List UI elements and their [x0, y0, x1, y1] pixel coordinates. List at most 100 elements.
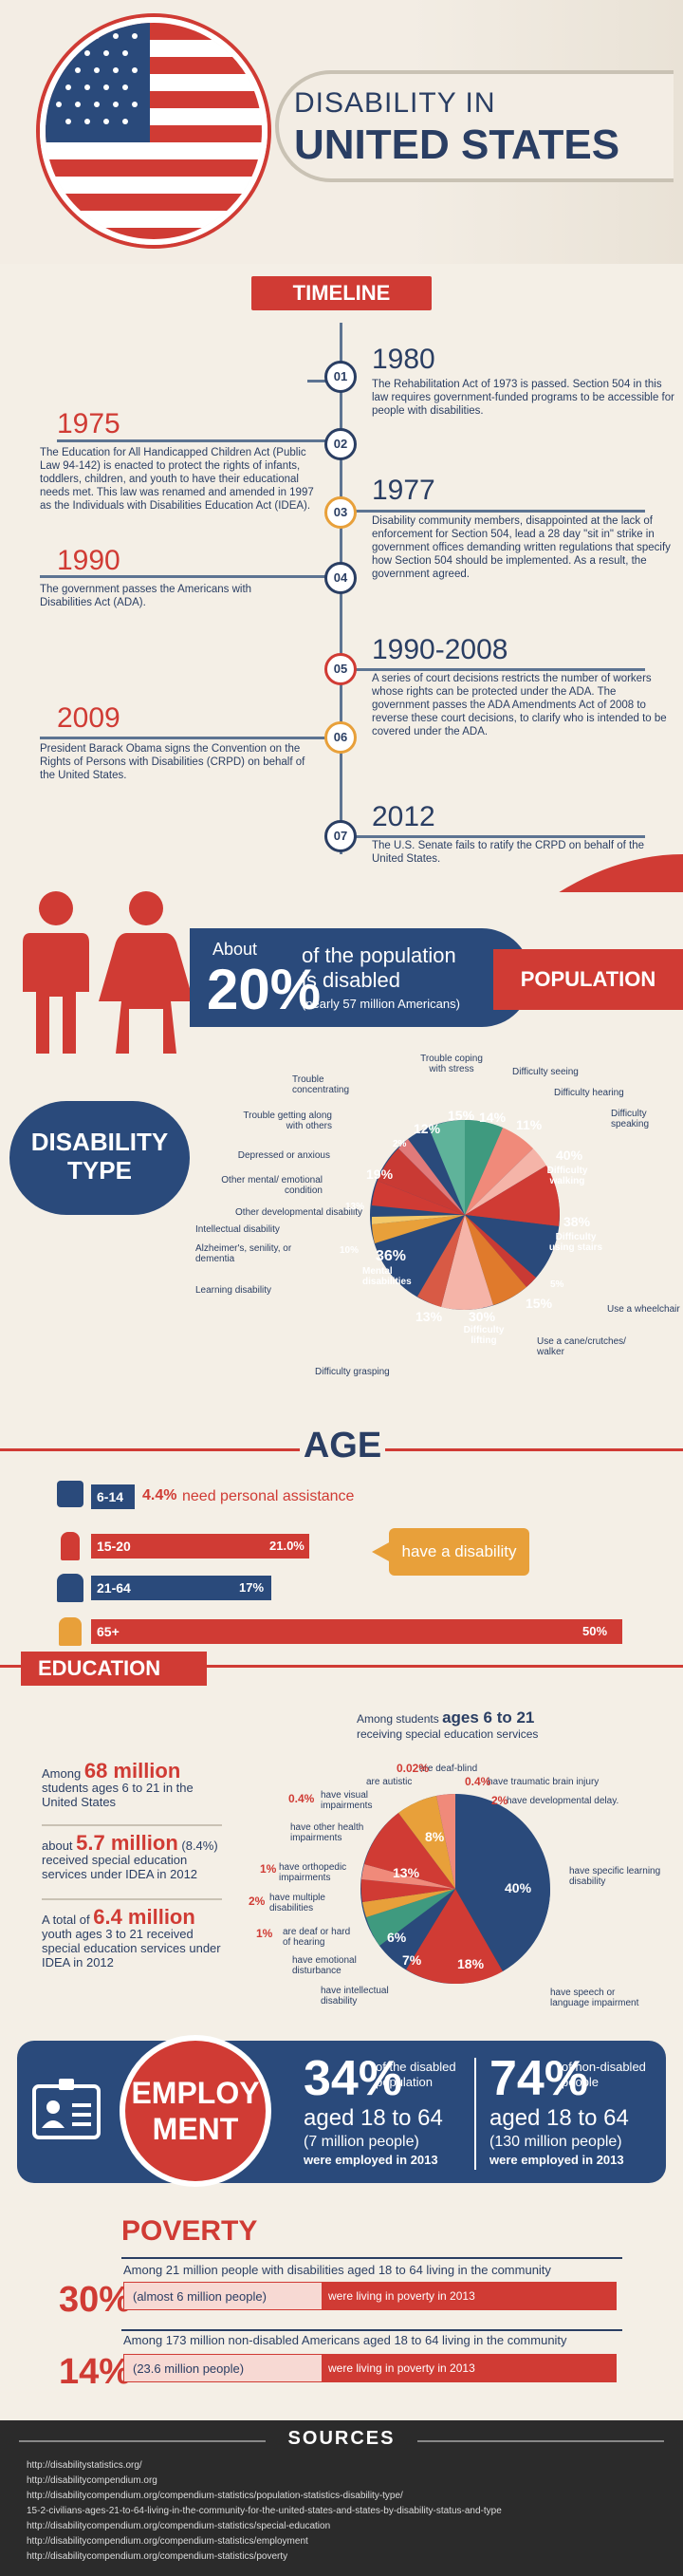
- timeline-node: 04: [324, 562, 357, 594]
- employment-label1: EMPLOY: [131, 2076, 260, 2110]
- pie-label: Trouble coping with stress: [420, 1054, 483, 1074]
- population-label: POPULATION: [493, 949, 683, 1010]
- education-stat2: about 5.7 million (8.4%) received specia…: [42, 1833, 231, 1882]
- edu-pie-label: have specific learning disability: [569, 1866, 661, 1887]
- sources-section: [0, 2420, 683, 2576]
- timeline-connector: [342, 668, 645, 671]
- timeline-year: 1975: [57, 408, 120, 439]
- age-bar: [91, 1484, 135, 1509]
- edu-pie-label: have traumatic brain injury: [488, 1777, 600, 1787]
- age-pct: 21.0%: [269, 1539, 305, 1553]
- pie-value: 13%: [345, 1202, 365, 1212]
- edu-slice-developmental: [436, 1794, 455, 1889]
- source-link[interactable]: http://disabilitycompendium.org: [27, 2475, 157, 2486]
- source-link[interactable]: http://disabilitystatistics.org/: [27, 2460, 142, 2471]
- employment-nondisabled-line2: people: [562, 2075, 600, 2089]
- timeline-label: TIMELINE: [251, 276, 432, 310]
- edu-pie-label: are deaf-blind: [419, 1764, 478, 1774]
- adult-icon: [57, 1574, 83, 1602]
- poverty-row1-label: were living in poverty in 2013: [328, 2289, 475, 2303]
- poverty-row1-count-box: [123, 2282, 323, 2310]
- pie-slice-seeing: [465, 1119, 503, 1215]
- population-line1: of the population: [302, 943, 456, 967]
- age-range: 15-20: [97, 1539, 131, 1554]
- age-title: AGE: [300, 1426, 385, 1473]
- employment-nondisabled-pct: 74%: [489, 2051, 589, 2106]
- pie-value: 11%: [516, 1117, 543, 1132]
- pie-label: Difficulty grasping: [315, 1367, 390, 1377]
- pie-slice-getting-along: [398, 1139, 465, 1215]
- child-icon: [57, 1481, 83, 1507]
- pie-value: 10%: [340, 1245, 360, 1256]
- pie-slice-lifting: [441, 1215, 493, 1310]
- sources-rule-right: [417, 2440, 664, 2442]
- employment-nondisabled-employed: were employed in 2013: [489, 2153, 624, 2167]
- pie-slice-hearing: [465, 1128, 533, 1215]
- stat2-pct: (8.4%): [181, 1839, 218, 1853]
- edu-pie-value: 0.4%: [465, 1775, 491, 1788]
- timeline-node: 02: [324, 428, 357, 460]
- poverty-row2-text: Among 173 million non-disabled Americans…: [123, 2333, 567, 2347]
- edu-pie-label: are deaf or hard of hearing: [283, 1927, 351, 1948]
- source-link[interactable]: 15-2-civilians-ages-21-to-64-living-in-t…: [27, 2506, 502, 2516]
- pie-label: Intellectual disability: [195, 1224, 280, 1235]
- edu-chart-title-bold: ages 6 to 21: [442, 1708, 535, 1727]
- pie-label: Difficulty seeing: [512, 1067, 579, 1077]
- title-line2: UNITED STATES: [294, 121, 620, 168]
- education-divider: [0, 1665, 683, 1668]
- stat1-post: students ages 6 to 21 in the United Stat…: [42, 1781, 194, 1809]
- timeline-text: President Barack Obama signs the Convent…: [40, 743, 305, 781]
- edu-slice-multiple: [360, 1879, 455, 1902]
- id-card-icon: [32, 2079, 101, 2139]
- population-band: [190, 928, 531, 1027]
- timeline-node: 07: [324, 820, 357, 852]
- edu-pie-value: 1%: [256, 1927, 273, 1940]
- edu-pie-value: 6%: [387, 1930, 407, 1945]
- poverty-divider: [121, 2329, 622, 2331]
- timeline-connector: [342, 510, 645, 513]
- stat3-post: youth ages 3 to 21 received special educ…: [42, 1927, 221, 1969]
- pie-value: 14%: [479, 1110, 507, 1125]
- poverty-row2-count: (23.6 million people): [133, 2361, 245, 2376]
- edu-pie-label: have intellectual disability: [321, 1986, 389, 2007]
- population-line2: is disabled: [302, 968, 400, 992]
- timeline-text: The U.S. Senate fails to ratify the CRPD…: [372, 840, 645, 865]
- pie-label: Trouble concentrating: [292, 1074, 350, 1095]
- employment-nondisabled-count: (130 million people): [489, 2134, 622, 2150]
- stat2-pre: about: [42, 1839, 73, 1853]
- edu-pie-value: 7%: [402, 1952, 422, 1968]
- edu-pie-label: are autistic: [366, 1777, 413, 1787]
- age-bar: [91, 1619, 622, 1644]
- timeline-node: 03: [324, 496, 357, 529]
- timeline-year: 1990: [57, 545, 120, 576]
- stat1-num: 68 million: [83, 1759, 181, 1783]
- employment-label2: MENT: [152, 2112, 239, 2146]
- timeline-connector: [342, 835, 645, 838]
- pie-label: Other developmental disability: [235, 1207, 362, 1218]
- age-note: need personal assistance: [182, 1488, 355, 1504]
- timeline-node: 01: [324, 361, 357, 393]
- edu-pie-value: 0.02%: [397, 1762, 430, 1775]
- timeline-node: 05: [324, 653, 357, 685]
- source-link[interactable]: http://disabilitycompendium.org/compendi…: [27, 2551, 288, 2562]
- disability-type-line2: TYPE: [67, 1156, 132, 1185]
- source-link[interactable]: http://disabilitycompendium.org/compendi…: [27, 2536, 308, 2547]
- timeline-year: 1980: [372, 344, 435, 375]
- source-link[interactable]: http://disabilitycompendium.org/compendi…: [27, 2521, 331, 2531]
- poverty-row2-label: were living in poverty in 2013: [328, 2361, 475, 2375]
- employment-divider: [474, 2058, 476, 2170]
- pie-slice-alzheimers: [371, 1215, 465, 1224]
- pie-value: 15%: [448, 1108, 475, 1123]
- pie-label: Alzheimer's, senility, or dementia: [195, 1243, 292, 1264]
- stat2-post: received special education services unde…: [42, 1853, 198, 1881]
- edu-slice-orthopedic: [361, 1864, 455, 1889]
- poverty-title: POVERTY: [121, 2215, 258, 2247]
- pie-value: 30%: [469, 1309, 496, 1324]
- pie-label: Use a wheelchair: [607, 1304, 680, 1315]
- pie-slice-grasping: [417, 1215, 465, 1307]
- source-link[interactable]: http://disabilitycompendium.org/compendi…: [27, 2491, 403, 2501]
- employment-disabled-count: (7 million people): [304, 2134, 419, 2150]
- employment-disabled-employed: were employed in 2013: [304, 2153, 438, 2167]
- stat3-pre: A total of: [42, 1913, 90, 1927]
- employment-disabled-pct: 34%: [304, 2051, 403, 2106]
